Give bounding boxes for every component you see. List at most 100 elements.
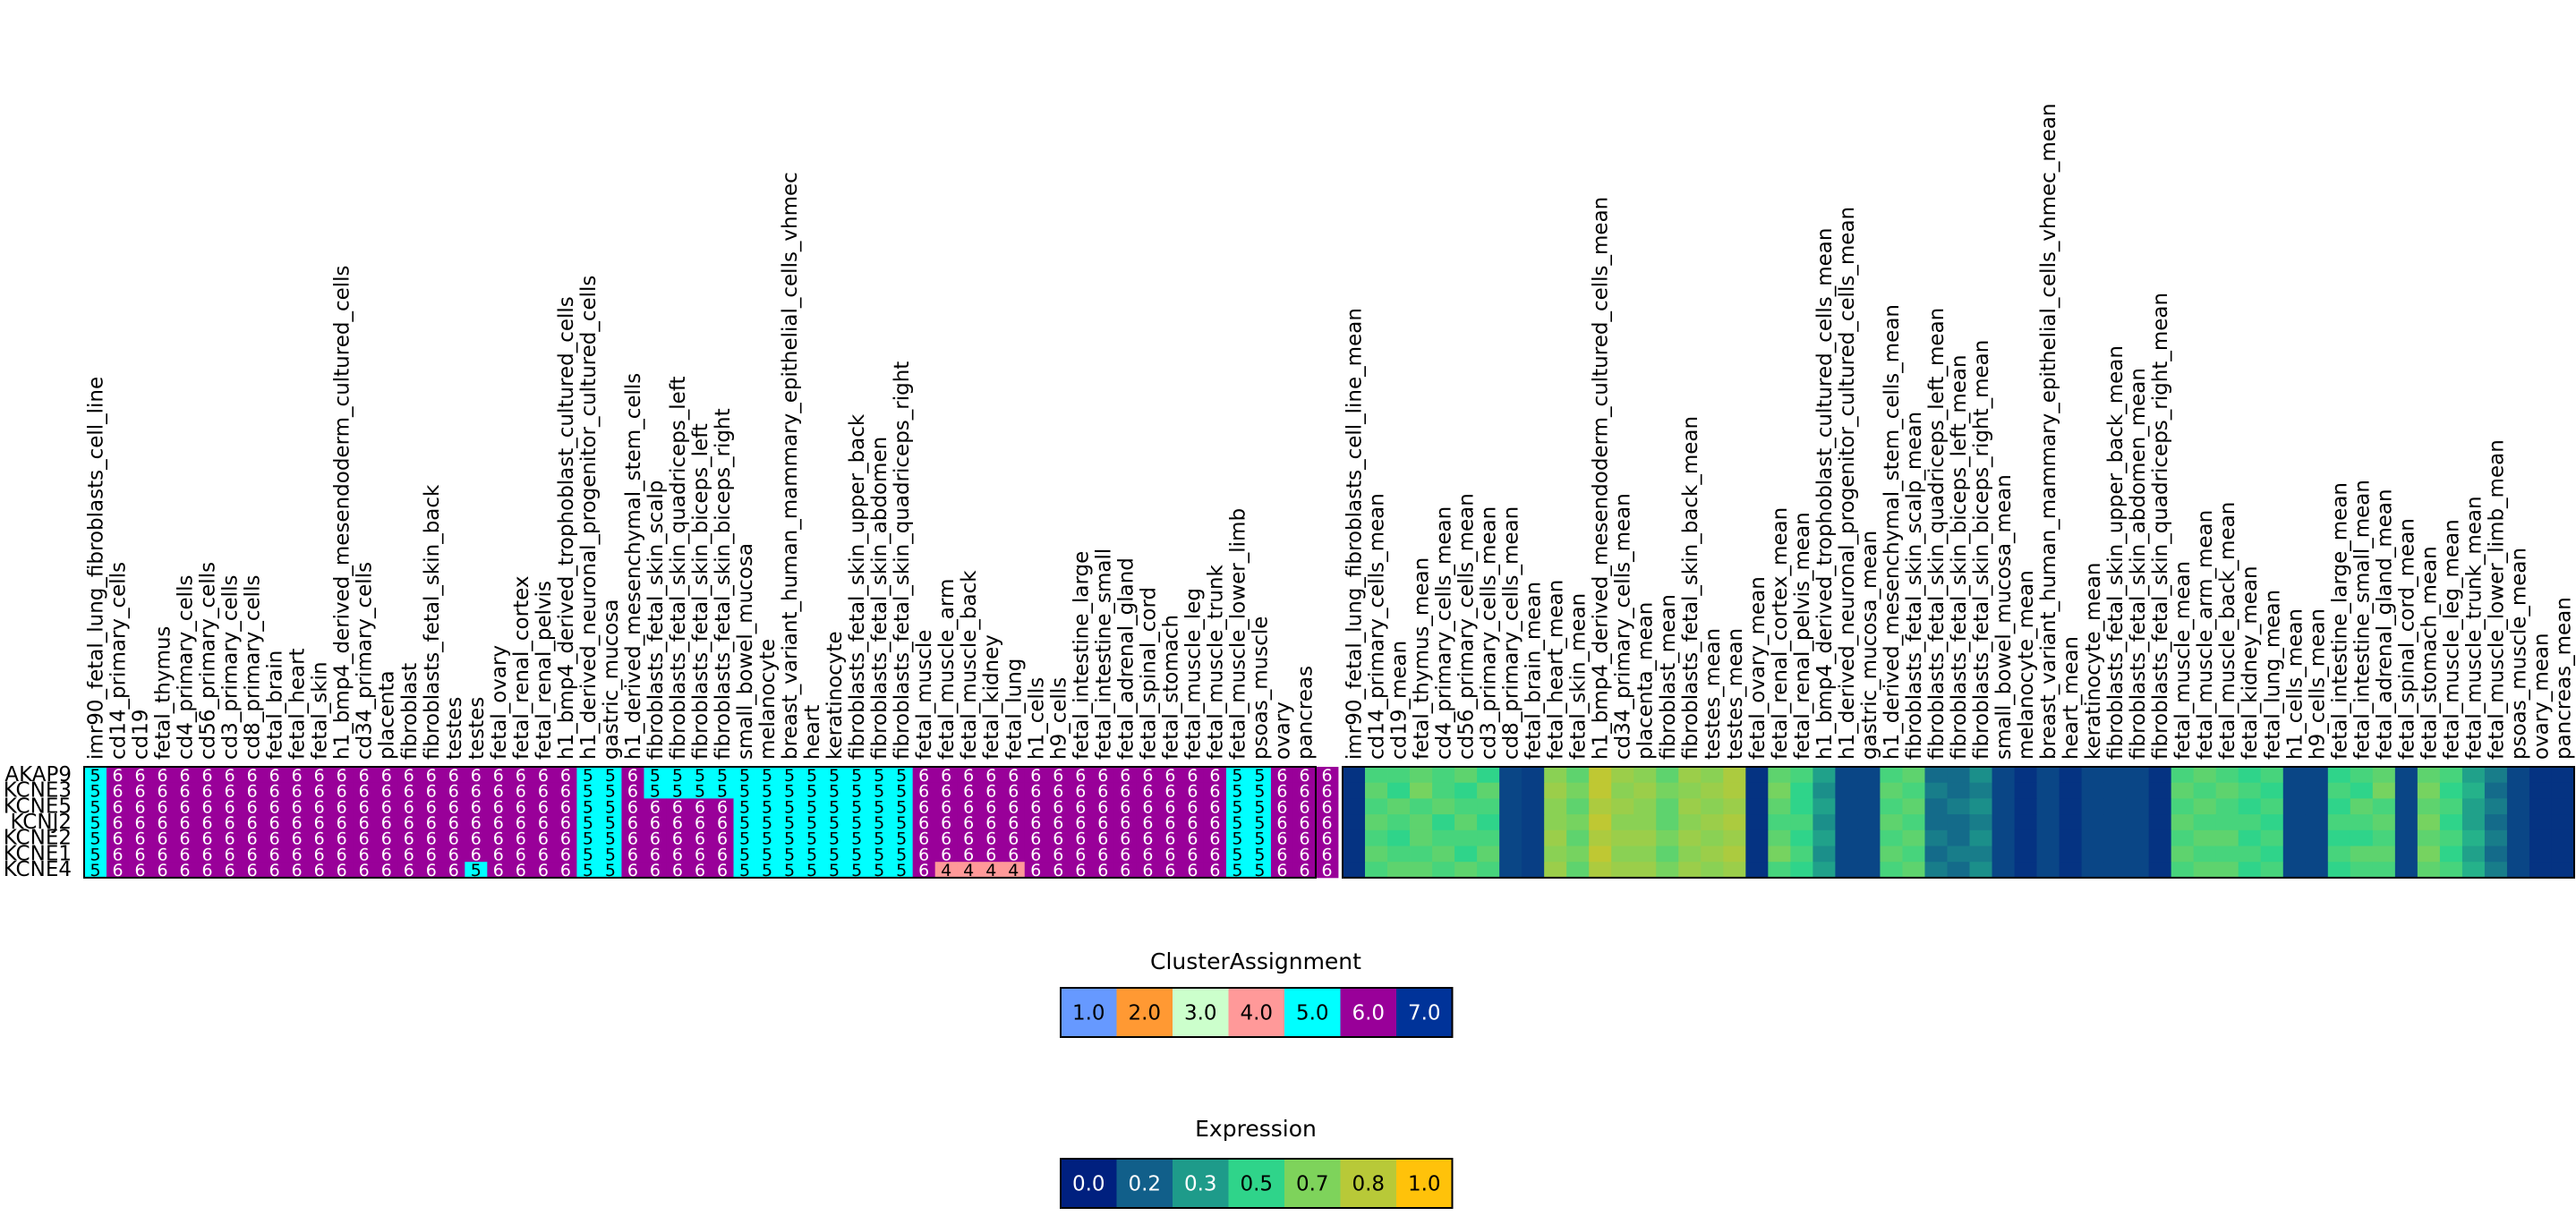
cluster-cell [308, 814, 331, 831]
cluster-cell-label: 6 [516, 766, 526, 786]
cluster-cell-label: 6 [1209, 782, 1220, 802]
cluster-cell [957, 782, 981, 799]
expression-cell [2506, 767, 2530, 784]
cluster-cell-label: 6 [1299, 797, 1309, 817]
expression-cell [1880, 798, 1903, 815]
cluster-cell-label: 5 [896, 845, 907, 864]
expression-legend: Expression 0.0 0.2 0.3 0.5 0.7 0.8 1.0 [1060, 1116, 1454, 1209]
expression-cell [2282, 829, 2307, 846]
cluster-cell [151, 782, 175, 799]
expression-cell [1387, 782, 1411, 799]
column-label: cd14_primary_cells_mean [1366, 493, 1389, 760]
cluster-cell [218, 829, 242, 846]
expression-cell [1835, 814, 1858, 831]
cluster-cell [800, 798, 823, 815]
expression-cell [1454, 829, 1478, 846]
cluster-cell [1024, 767, 1048, 784]
cluster-cell-label: 6 [695, 797, 705, 817]
cluster-cell-label: 6 [627, 766, 638, 786]
cluster-cell-label: 6 [1187, 782, 1198, 802]
expression-cell [1701, 767, 1724, 784]
cluster-cell-label: 6 [1187, 861, 1198, 880]
cluster-cell [666, 767, 689, 784]
cluster-cell [241, 829, 264, 846]
column-label: testes_mean [1724, 628, 1747, 760]
expression-cell [1790, 829, 1813, 846]
expression-cell [2551, 846, 2575, 863]
cluster-cell [509, 846, 533, 863]
cluster-cell-label: 4 [963, 861, 974, 880]
cluster-cell [621, 798, 644, 815]
expression-cell [1522, 798, 1545, 815]
expression-cell [2148, 814, 2172, 831]
cluster-cell [442, 814, 465, 831]
cluster-cell-label: 6 [1276, 766, 1287, 786]
expression-cell [1924, 814, 1948, 831]
cluster-cell-label: 6 [225, 845, 235, 864]
cluster-cell [1225, 846, 1250, 863]
cluster-cell [644, 767, 667, 784]
cluster-cell [890, 798, 914, 815]
cluster-cell-label: 6 [292, 782, 303, 802]
column-label: fibroblasts_fetal_skin_scalp [644, 480, 668, 760]
expression-cell [2260, 782, 2284, 799]
cluster-cell [1113, 767, 1138, 784]
cluster-cell-label: 6 [1142, 845, 1153, 864]
cluster-cell [353, 767, 376, 784]
column-label: fetal_adrenal_gland [1114, 557, 1138, 760]
cluster-cell [465, 767, 488, 784]
expression-cell [2215, 782, 2239, 799]
cluster-cell [666, 782, 689, 799]
legend-swatch [1396, 988, 1453, 1037]
cluster-cell [330, 862, 354, 879]
expression-cell [2551, 767, 2575, 784]
cluster-cell-label: 5 [784, 845, 795, 864]
expression-cell [2484, 814, 2508, 831]
cluster-cell [1136, 798, 1160, 815]
cluster-cell-label: 6 [337, 845, 347, 864]
expression-cell [2506, 829, 2530, 846]
cluster-cell [1069, 798, 1093, 815]
expression-cell [1566, 782, 1590, 799]
legend-swatch [1284, 1159, 1341, 1208]
cluster-cell-label: 6 [1209, 813, 1220, 833]
cluster-cell-label: 6 [985, 797, 996, 817]
cluster-cell [733, 846, 756, 863]
cluster-cell [241, 782, 264, 799]
cluster-cell [755, 814, 779, 831]
column-label: fetal_muscle_lower_limb [1226, 508, 1250, 760]
cluster-cell [576, 782, 600, 799]
expression-cell [1544, 767, 1567, 784]
expression-cell [1656, 814, 1679, 831]
expression-cell [2171, 846, 2195, 863]
cluster-cell-label: 5 [806, 782, 817, 802]
column-label: psoas_muscle [1249, 617, 1272, 760]
cluster-cell [823, 767, 847, 784]
expression-cell [1343, 782, 1366, 799]
cluster-cell [1316, 782, 1339, 799]
expression-cell [1902, 782, 1925, 799]
legend-label: 0.3 [1184, 1173, 1217, 1196]
cluster-cell-label: 5 [1232, 797, 1242, 817]
cluster-cell-label: 6 [538, 861, 549, 880]
cluster-cell-label: 5 [874, 813, 884, 833]
expression-cell [1857, 846, 1881, 863]
cluster-cell [1158, 782, 1182, 799]
cluster-cell-label: 5 [829, 782, 840, 802]
cluster-cell [509, 782, 533, 799]
cluster-cell-label: 6 [941, 829, 951, 849]
expression-cell [1835, 862, 1858, 879]
cluster-cell [509, 814, 533, 831]
expression-cell [2484, 829, 2508, 846]
cluster-cell-label: 5 [717, 766, 728, 786]
cluster-cell [286, 798, 309, 815]
column-label: fetal_muscle_leg [1181, 588, 1205, 760]
expression-cell [1633, 798, 1657, 815]
cluster-cell-label: 6 [560, 861, 571, 880]
cluster-cell-label: 5 [650, 766, 661, 786]
cluster-cell-label: 5 [1232, 766, 1242, 786]
expression-cell [1522, 829, 1545, 846]
cluster-cell [644, 846, 667, 863]
cluster-cell-label: 5 [829, 861, 840, 880]
cluster-cell-label: 6 [493, 782, 504, 802]
